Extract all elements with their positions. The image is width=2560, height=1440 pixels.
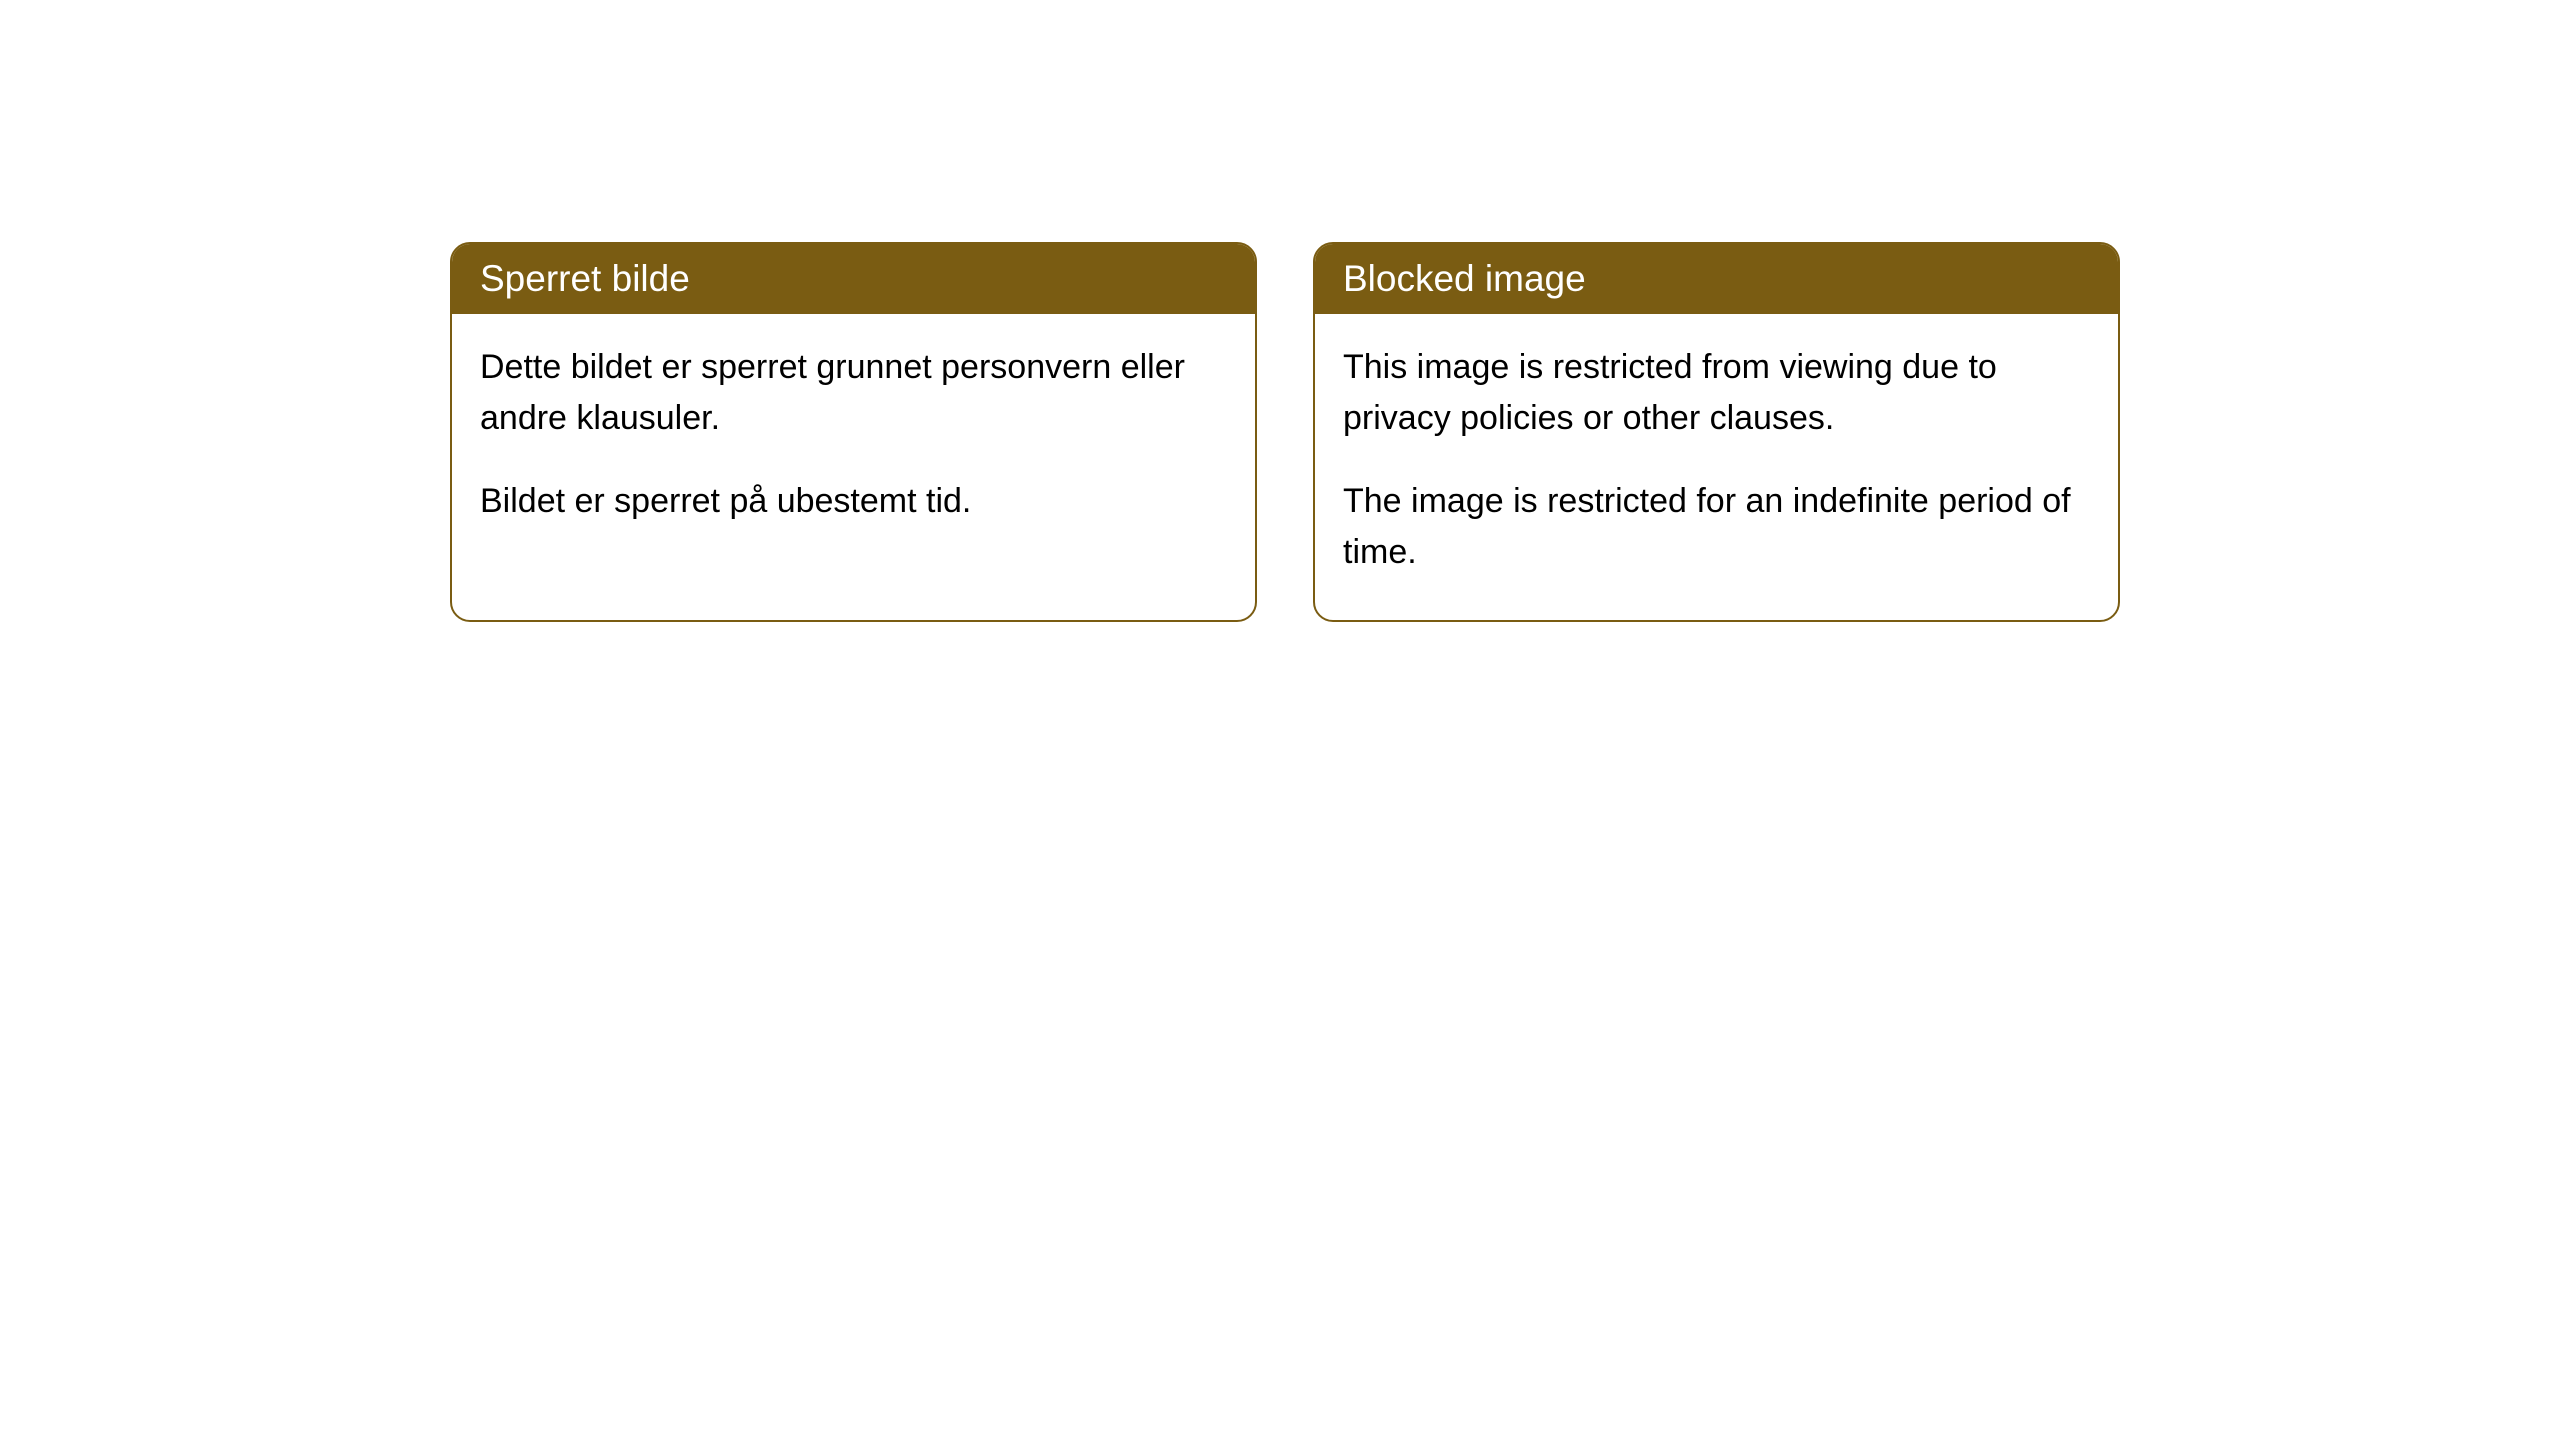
cards-container: Sperret bilde Dette bildet er sperret gr…	[0, 0, 2560, 622]
card-paragraph-2: Bildet er sperret på ubestemt tid.	[480, 476, 1227, 527]
blocked-image-card-english: Blocked image This image is restricted f…	[1313, 242, 2120, 622]
card-body-norwegian: Dette bildet er sperret grunnet personve…	[452, 314, 1255, 569]
blocked-image-card-norwegian: Sperret bilde Dette bildet er sperret gr…	[450, 242, 1257, 622]
card-paragraph-2: The image is restricted for an indefinit…	[1343, 476, 2090, 578]
card-paragraph-1: This image is restricted from viewing du…	[1343, 342, 2090, 444]
card-title: Sperret bilde	[480, 258, 690, 299]
card-header-english: Blocked image	[1315, 244, 2118, 314]
card-title: Blocked image	[1343, 258, 1586, 299]
card-paragraph-1: Dette bildet er sperret grunnet personve…	[480, 342, 1227, 444]
card-body-english: This image is restricted from viewing du…	[1315, 314, 2118, 620]
card-header-norwegian: Sperret bilde	[452, 244, 1255, 314]
